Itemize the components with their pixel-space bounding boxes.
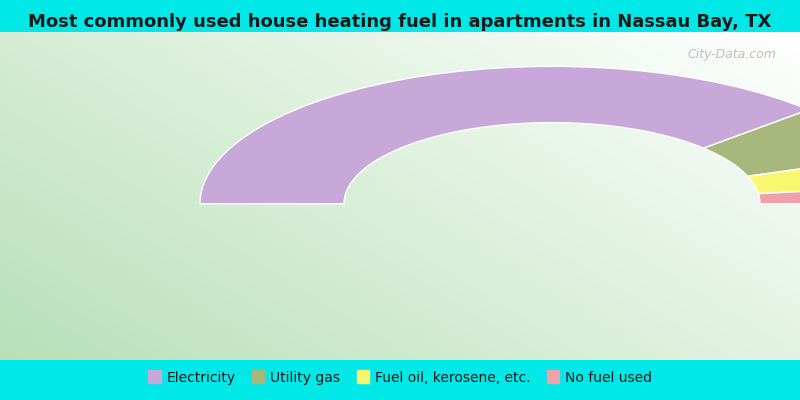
Text: Most commonly used house heating fuel in apartments in Nassau Bay, TX: Most commonly used house heating fuel in… xyxy=(28,13,772,31)
Wedge shape xyxy=(704,110,800,176)
Wedge shape xyxy=(748,157,800,194)
Wedge shape xyxy=(758,186,800,204)
Text: City-Data.com: City-Data.com xyxy=(687,48,776,62)
Wedge shape xyxy=(200,66,800,204)
Legend: Electricity, Utility gas, Fuel oil, kerosene, etc., No fuel used: Electricity, Utility gas, Fuel oil, kero… xyxy=(142,366,658,390)
